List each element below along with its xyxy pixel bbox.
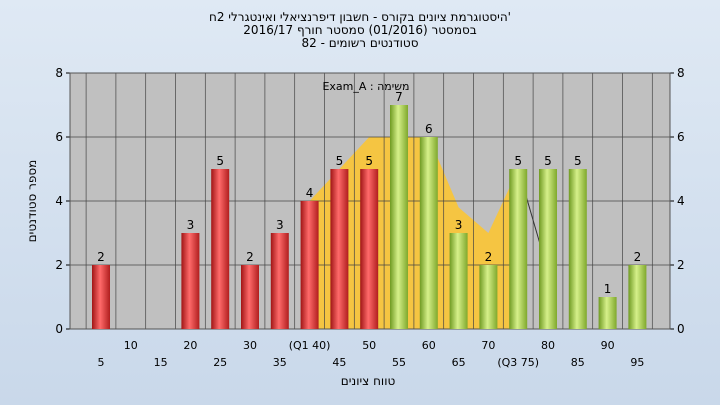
y-tick-label-right: 6 xyxy=(677,130,685,144)
x-tick-label: (Q1 40) xyxy=(289,339,331,352)
y-tick-label-right: 2 xyxy=(677,258,685,272)
bar xyxy=(181,233,200,329)
bar-value-label: 5 xyxy=(365,154,373,168)
bar-value-label: 4 xyxy=(306,186,314,200)
bar xyxy=(211,169,230,329)
bar xyxy=(241,265,259,329)
bar-value-label: 5 xyxy=(544,154,552,168)
bar-value-label: 3 xyxy=(455,218,463,232)
bar xyxy=(628,265,647,329)
bar-value-label: 6 xyxy=(425,122,433,136)
bar xyxy=(449,233,468,329)
x-tick-label: 5 xyxy=(98,356,105,369)
bar xyxy=(92,265,110,329)
bar-value-label: 5 xyxy=(574,154,582,168)
y-tick-label-right: 8 xyxy=(677,66,685,80)
bar-value-label: 2 xyxy=(246,250,254,264)
x-tick-label: 90 xyxy=(601,339,615,352)
x-tick-label: 35 xyxy=(273,356,287,369)
x-tick-label: 15 xyxy=(154,356,168,369)
bar xyxy=(360,169,379,329)
x-tick-label: 95 xyxy=(630,356,644,369)
bar-value-label: 3 xyxy=(276,218,284,232)
x-tick-label: 55 xyxy=(392,356,406,369)
x-axis-label: טווח ציונים xyxy=(341,374,396,388)
x-tick-label: 30 xyxy=(243,339,257,352)
x-tick-label: 45 xyxy=(332,356,346,369)
y-tick-label-left: 0 xyxy=(55,322,63,336)
bar-value-label: 5 xyxy=(514,154,522,168)
bar-value-label: 2 xyxy=(634,250,642,264)
bar-value-label: 3 xyxy=(187,218,195,232)
chart-title-line-2: בסמסטר (01/2016) סמסטר חורף 2016/17 xyxy=(243,23,477,37)
x-tick-label: 25 xyxy=(213,356,227,369)
bar-value-label: 2 xyxy=(97,250,105,264)
bar xyxy=(419,137,438,329)
bar-value-label: 7 xyxy=(395,90,403,104)
bar xyxy=(479,265,498,329)
x-tick-label: 70 xyxy=(481,339,495,352)
y-axis-label: מספר סטודנטים xyxy=(25,160,39,243)
bar xyxy=(390,105,408,329)
bar xyxy=(330,169,349,329)
bar-value-label: 5 xyxy=(216,154,224,168)
bar xyxy=(270,233,289,329)
bar-value-label: 1 xyxy=(604,282,612,296)
x-tick-label: 10 xyxy=(124,339,138,352)
y-tick-label-left: 6 xyxy=(55,130,63,144)
y-tick-label-right: 0 xyxy=(677,322,685,336)
bar-value-label: 2 xyxy=(485,250,493,264)
x-tick-label: 20 xyxy=(183,339,197,352)
y-tick-label-left: 4 xyxy=(55,194,63,208)
y-tick-label-left: 8 xyxy=(55,66,63,80)
x-tick-label: 60 xyxy=(422,339,436,352)
bar xyxy=(568,169,587,329)
bar xyxy=(539,169,557,329)
x-tick-label: (Q3 75) xyxy=(497,356,539,369)
bar-value-label: 5 xyxy=(336,154,344,168)
y-tick-label-right: 4 xyxy=(677,194,685,208)
x-tick-label: 80 xyxy=(541,339,555,352)
x-tick-label: 65 xyxy=(452,356,466,369)
bar xyxy=(509,169,528,329)
x-tick-label: 85 xyxy=(571,356,585,369)
chart-title-line-3: סטודנטים רשומים - 82 xyxy=(301,36,419,50)
x-tick-label: 50 xyxy=(362,339,376,352)
bar xyxy=(300,201,319,329)
bar xyxy=(598,297,617,329)
chart-title-line-1: 'היסטוגרמת ציונים בקורס - חשבון דיפרנציא… xyxy=(209,10,511,24)
y-tick-label-left: 2 xyxy=(55,258,63,272)
annotation-label: משימה : Exam_A xyxy=(322,80,409,93)
